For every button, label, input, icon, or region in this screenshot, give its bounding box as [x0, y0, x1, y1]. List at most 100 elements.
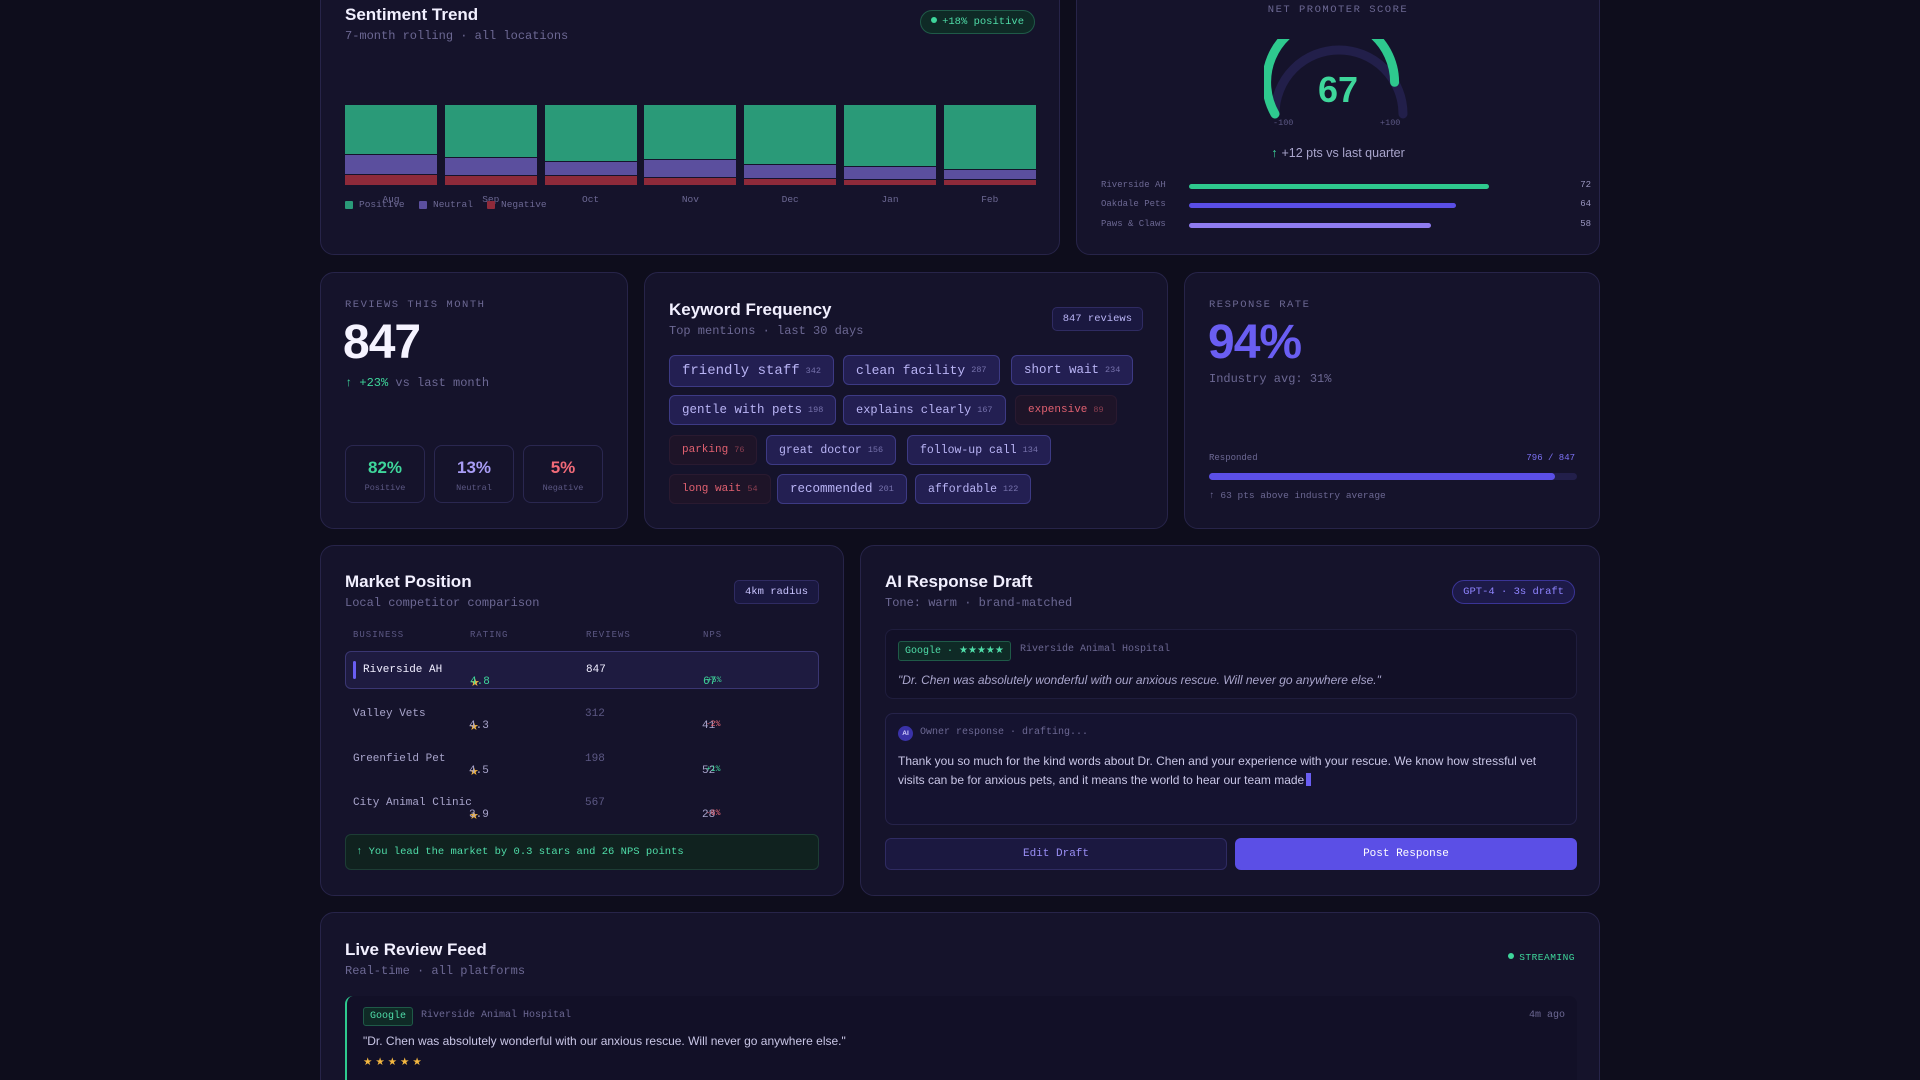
x-tick-label: Sep [482, 194, 500, 205]
keyword-count: 89 [1093, 405, 1104, 415]
nps-number: 52 [702, 765, 716, 777]
keyword-chip[interactable]: follow-up call 134 [907, 435, 1051, 465]
market-subtitle: Local competitor comparison [345, 596, 540, 610]
review-count: 198 [585, 753, 605, 765]
source-review-text: "Dr. Chen was absolutely wonderful with … [898, 673, 1381, 687]
location-name: Riverside AH [1101, 180, 1166, 190]
draft-box[interactable]: AI Owner response · drafting... Thank yo… [885, 713, 1577, 825]
bar-segment-negative [444, 176, 537, 185]
market-position-card: Market Position Local competitor compari… [320, 545, 844, 896]
bar-segment-positive [345, 105, 437, 155]
keyword-chip[interactable]: affordable 122 [915, 474, 1032, 504]
keyword-text: gentle with pets [682, 403, 803, 417]
keyword-text: clean facility [856, 362, 966, 378]
response-note: ↑ 63 pts above industry average [1209, 490, 1386, 501]
market-badge: 4km radius [733, 580, 819, 604]
bar-nov [644, 105, 737, 186]
keyword-chip[interactable]: clean facility 287 [843, 355, 1000, 385]
response-rate: 94% [1208, 316, 1302, 369]
stat-value: 5% [550, 458, 576, 477]
keyword-title: Keyword Frequency [669, 300, 832, 319]
draft-body: Thank you so much for the kind words abo… [898, 754, 1537, 787]
sentiment-chart: Aug Sep Oct Nov Dec Jan Feb [345, 105, 1045, 215]
location-track [1189, 184, 1569, 189]
nps-max-label: +100 [1380, 118, 1401, 128]
keyword-text: expensive [1028, 404, 1088, 416]
bar-segment-neutral [345, 155, 437, 174]
bar-segment-negative [844, 179, 936, 185]
bar-segment-negative [943, 180, 1036, 185]
edit-draft-button[interactable]: Edit Draft [885, 838, 1227, 870]
location-row: Riverside AH 72 [1101, 180, 1591, 194]
location-value: 58 [1580, 219, 1591, 229]
table-row[interactable]: Valley Vets ★ 4.3 312 41 -2% [345, 696, 819, 734]
location-bar [1189, 223, 1431, 228]
star-icon: ★ [470, 678, 480, 690]
keyword-text: short wait [1024, 363, 1100, 377]
bar-segment-positive [644, 105, 737, 160]
bar-segment-positive [943, 105, 1036, 169]
arrow-up-icon: ↑ [345, 376, 353, 390]
business-name: Valley Vets [353, 708, 426, 720]
nps-number: 28 [702, 809, 716, 821]
column-business: BUSINESS [353, 630, 405, 640]
response-rate-card: RESPONSE RATE 94% Industry avg: 31% Resp… [1184, 272, 1600, 529]
stat-neutral: 13% Neutral [434, 445, 514, 503]
industry-average: Industry avg: 31% [1209, 372, 1332, 386]
feed-item[interactable]: Google Riverside Animal Hospital 4m ago … [345, 996, 1577, 1080]
nps-delta: -2% [706, 720, 721, 729]
bar-segment-negative [744, 178, 837, 185]
keyword-chip[interactable]: short wait 234 [1011, 355, 1134, 385]
bar-segment-neutral [444, 158, 537, 176]
rating-value: 3.9 [469, 809, 489, 821]
arrow-up-icon: ↑ [1271, 146, 1278, 160]
review-count: 567 [585, 797, 605, 809]
keyword-chip[interactable]: expensive 89 [1015, 395, 1117, 425]
column-reviews: REVIEWS [586, 630, 631, 640]
x-tick-label: Nov [681, 194, 699, 205]
stat-positive: 82% Positive [345, 445, 425, 503]
table-row[interactable]: Greenfield Pet ★ 4.5 198 52 +1% [345, 741, 819, 779]
legend-label: Neutral [433, 199, 473, 210]
keyword-chip[interactable]: gentle with pets 198 [669, 395, 837, 425]
post-response-button[interactable]: Post Response [1235, 838, 1577, 870]
x-tick-label: Oct [582, 194, 600, 205]
ai-subtitle: Tone: warm · brand-matched [885, 596, 1073, 610]
keyword-chip[interactable]: great doctor 156 [766, 435, 897, 465]
status-dot-icon [931, 17, 938, 23]
feed-time: 4m ago [1528, 1010, 1565, 1021]
bar-aug [345, 105, 437, 186]
table-row[interactable]: Riverside AH ★ 4.8 847 67 +5% [345, 651, 819, 690]
bar-segment-neutral [544, 161, 637, 176]
responded-value: 796 / 847 [1526, 453, 1575, 463]
keyword-chip[interactable]: explains clearly 167 [843, 395, 1006, 425]
owner-response-label: Owner response · drafting... [920, 727, 1089, 738]
location-bar [1189, 184, 1490, 189]
bar-feb [943, 105, 1036, 186]
keyword-chip[interactable]: long wait 54 [669, 474, 771, 504]
keyword-chip[interactable]: recommended 201 [777, 474, 907, 504]
keyword-text: explains clearly [856, 403, 972, 417]
bar-dec [744, 105, 837, 186]
table-row[interactable]: City Animal Clinic ★ 3.9 567 28 -6% [345, 785, 819, 823]
keyword-text: parking [682, 444, 729, 456]
keyword-chip[interactable]: friendly staff 342 [669, 355, 834, 387]
reviews-change-suffix: vs last month [395, 376, 490, 390]
keyword-chip[interactable]: parking 76 [669, 435, 758, 465]
reviews-card: REVIEWS THIS MONTH 847 ↑ +23% vs last mo… [320, 272, 628, 529]
rating-value: 4.8 [470, 676, 490, 688]
ai-model-badge: GPT-4 · 3s draft [1452, 580, 1575, 604]
stat-negative: 5% Negative [523, 445, 603, 503]
x-tick-label: Feb [981, 194, 999, 205]
response-progress-track [1209, 473, 1577, 480]
streaming-status: STREAMING [1508, 952, 1575, 963]
bar-segment-neutral [844, 167, 936, 179]
column-nps: NPS [703, 630, 723, 640]
bar-segment-positive [744, 105, 837, 164]
platform-tag: Google [363, 1007, 414, 1026]
market-summary: ↑ You lead the market by 0.3 stars and 2… [345, 834, 819, 870]
rating-value: 4.5 [469, 765, 489, 777]
column-rating: RATING [470, 630, 509, 640]
feed-business: Riverside Animal Hospital [421, 1010, 572, 1021]
legend-neutral: Neutral [419, 199, 473, 210]
